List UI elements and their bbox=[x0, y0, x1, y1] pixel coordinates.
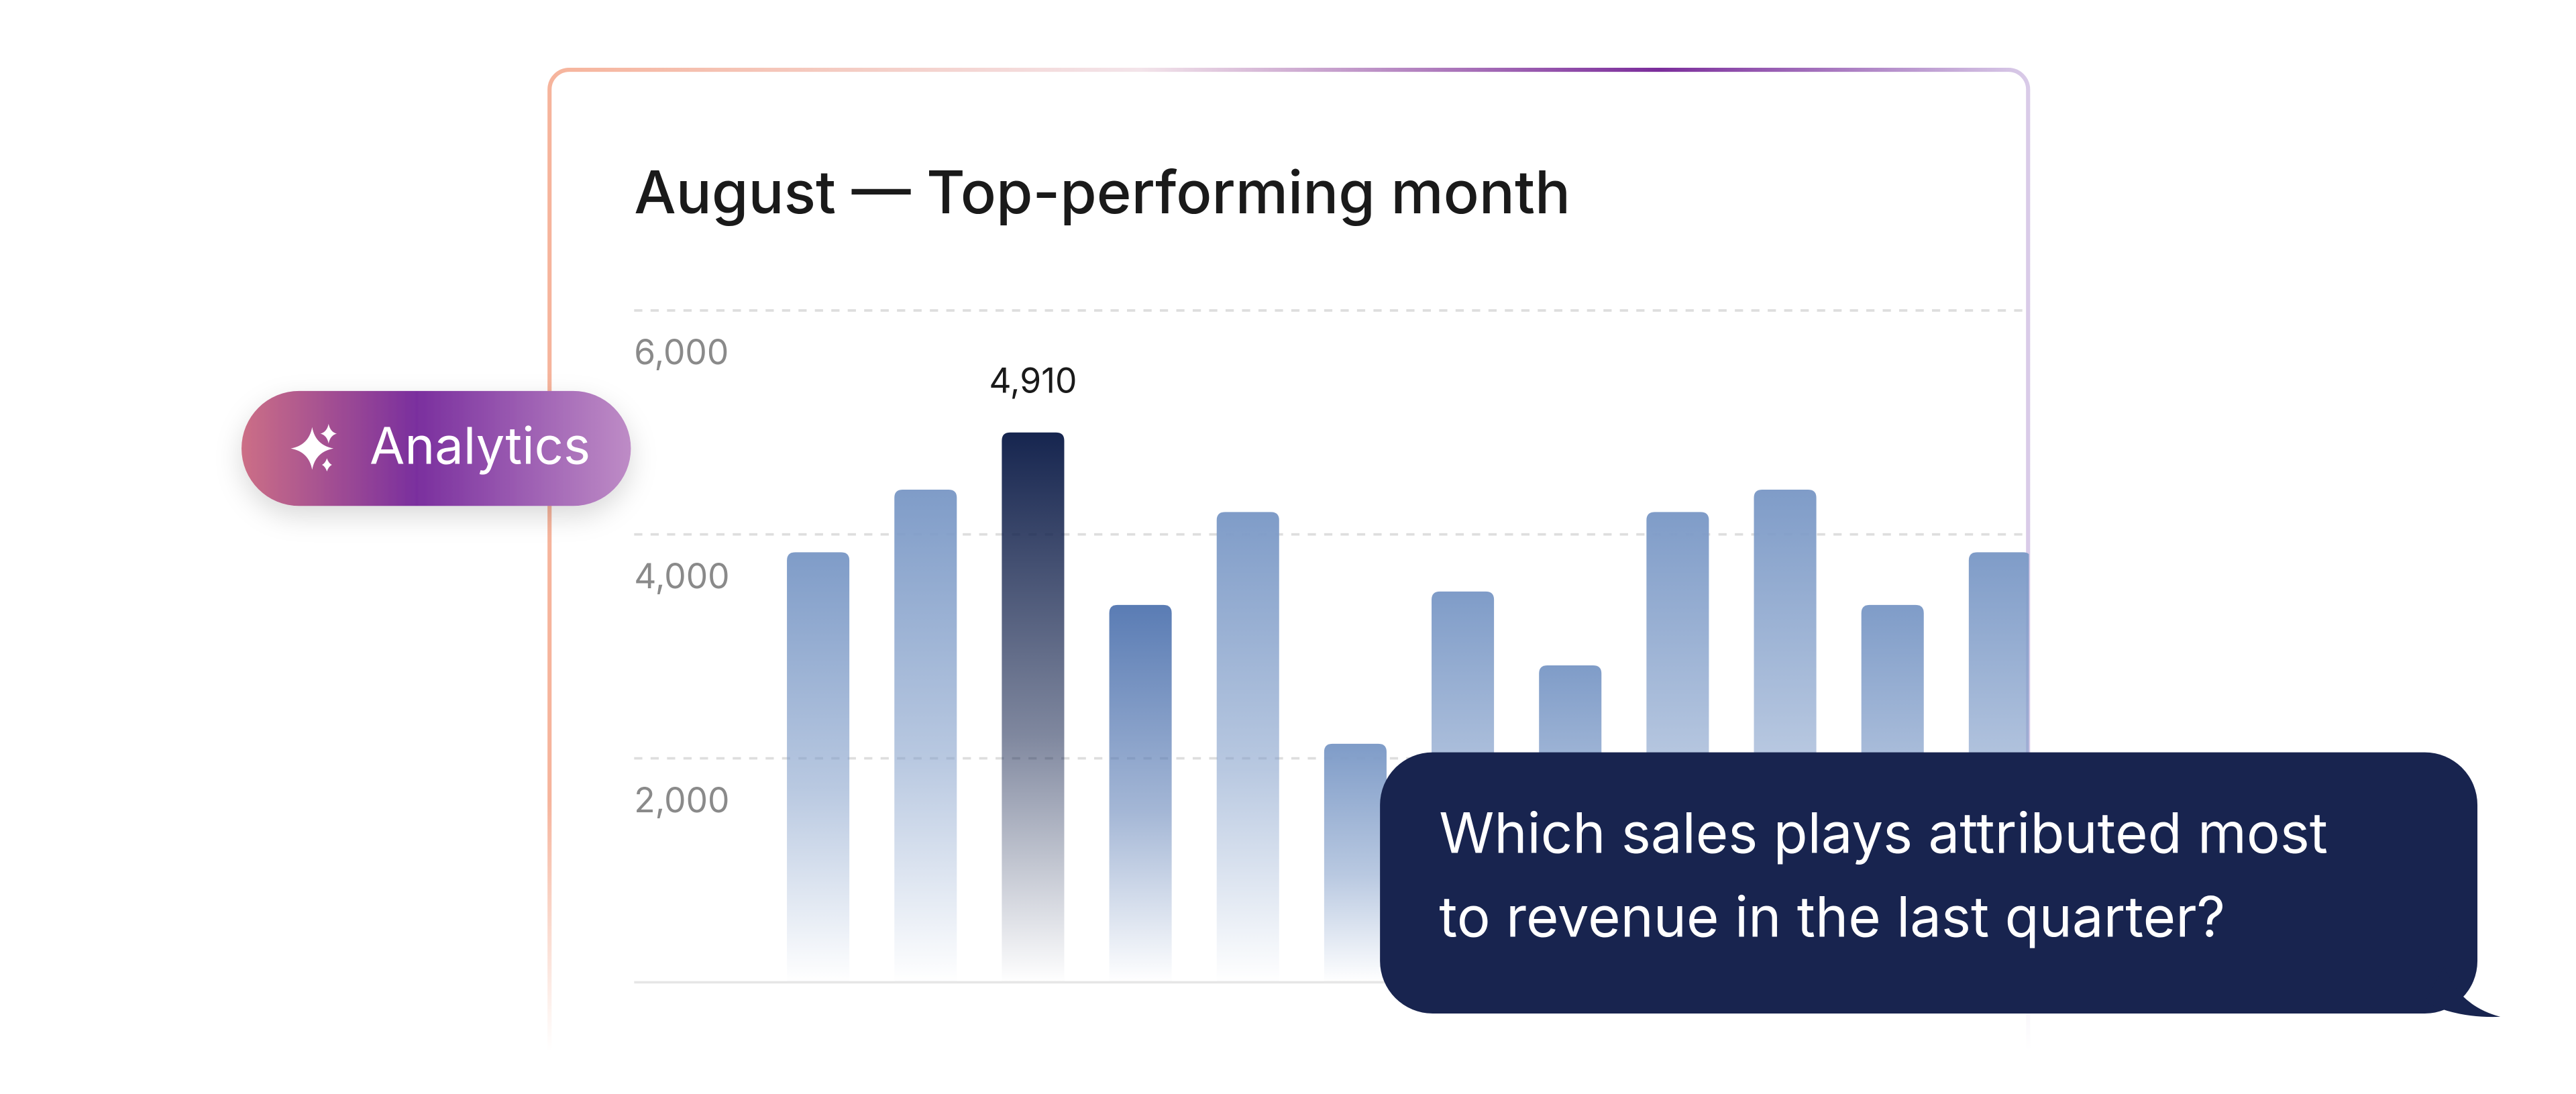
badge[interactable]: Analytics bbox=[241, 390, 631, 506]
bar bbox=[787, 552, 850, 983]
bar bbox=[1002, 432, 1065, 983]
message-line: to revenue in the last quarter? bbox=[1439, 883, 2225, 951]
bubble-tail bbox=[2424, 965, 2501, 1018]
data-label: 4,910 bbox=[989, 360, 1077, 401]
message-line: Which sales plays attributed most bbox=[1439, 800, 2328, 867]
badge-label[interactable]: Analytics bbox=[370, 415, 590, 477]
y-tick-label: 4,000 bbox=[634, 555, 729, 597]
sparkle-icon bbox=[290, 423, 337, 472]
y-tick-label: 6,000 bbox=[634, 331, 729, 373]
bar bbox=[1324, 743, 1387, 983]
badge-pill[interactable] bbox=[241, 390, 631, 506]
chart-title: August — Top-performing month bbox=[634, 157, 1570, 228]
y-tick-label: 2,000 bbox=[634, 779, 729, 821]
bubble-body bbox=[1380, 752, 2478, 1014]
bar bbox=[1216, 512, 1279, 983]
bar bbox=[894, 489, 957, 983]
bar bbox=[1109, 604, 1172, 983]
message-bubble: Which sales plays attributed most to rev… bbox=[1380, 752, 2501, 1018]
